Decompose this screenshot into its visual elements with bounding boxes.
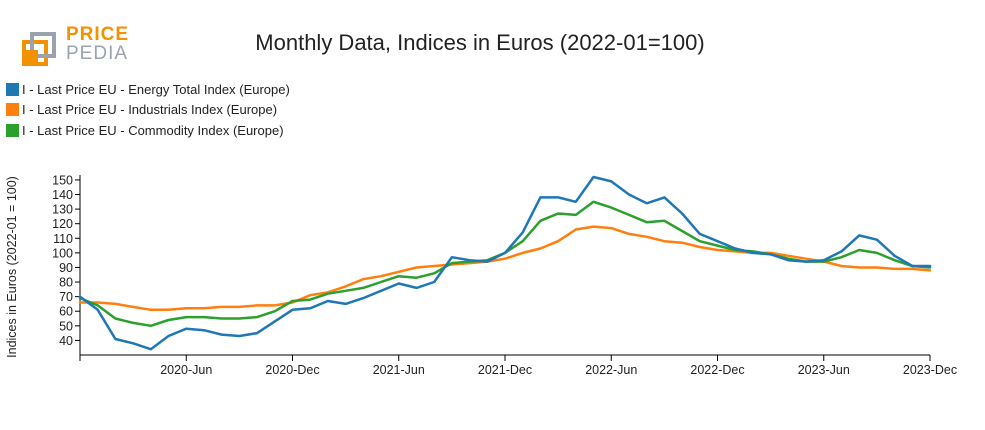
y-tick-label: 70 <box>59 290 73 304</box>
logo-text-price: PRICE <box>66 24 130 45</box>
x-tick-label: 2021-Jun <box>373 363 425 377</box>
pricepedia-logo: PRICE PEDIA <box>20 24 130 74</box>
legend-label-commodity: I - Last Price EU - Commodity Index (Eur… <box>22 122 284 138</box>
x-tick-label: 2023-Dec <box>903 363 957 377</box>
chart-title: Monthly Data, Indices in Euros (2022-01=… <box>255 30 705 55</box>
y-tick-label: 80 <box>59 276 73 290</box>
y-tick-label: 60 <box>59 305 73 319</box>
x-tick-label: 2022-Dec <box>690 363 744 377</box>
y-tick-label: 130 <box>52 203 73 217</box>
y-tick-label: 100 <box>52 246 73 260</box>
y-tick-label: 150 <box>52 173 73 187</box>
y-tick-label: 90 <box>59 261 73 275</box>
series-line-1 <box>78 225 932 312</box>
legend-label-energy: I - Last Price EU - Energy Total Index (… <box>22 81 290 97</box>
legend-swatch-commodity <box>6 123 19 137</box>
y-tick-label: 110 <box>53 232 73 246</box>
y-tick-label: 140 <box>52 188 73 202</box>
legend-item-energy[interactable]: I - Last Price EU - Energy Total Index (… <box>6 79 290 100</box>
x-axis: 2020-Jun 2020-Dec 2021-Jun 2021-Dec 2022-Jun… <box>79 354 957 377</box>
chart-legend: I - Last Price EU - Energy Total Index (… <box>6 79 290 141</box>
legend-swatch-industrials <box>6 103 19 117</box>
y-tick-label: 50 <box>59 319 73 333</box>
x-tick-label: 2021-Dec <box>478 363 532 377</box>
y-tick-label: 120 <box>52 217 73 231</box>
series-line-0 <box>78 175 932 351</box>
logo-text-pedia: PEDIA <box>66 43 129 64</box>
legend-label-industrials: I - Last Price EU - Industrials Index (E… <box>22 102 278 118</box>
plot-lines <box>78 175 932 351</box>
x-tick-label: 2020-Dec <box>265 363 319 377</box>
x-tick-label: 2020-Jun <box>160 363 212 377</box>
y-tick-label: 40 <box>59 334 73 348</box>
y-axis-title: Indices in Euros (2022-01 = 100) <box>5 176 19 358</box>
x-tick-label: 2023-Jun <box>798 363 850 377</box>
x-tick-label: 2022-Jun <box>585 363 637 377</box>
logo-mark-icon <box>22 32 56 66</box>
legend-item-industrials[interactable]: I - Last Price EU - Industrials Index (E… <box>6 100 290 121</box>
legend-item-commodity[interactable]: I - Last Price EU - Commodity Index (Eur… <box>6 120 290 141</box>
legend-swatch-energy <box>6 82 19 96</box>
